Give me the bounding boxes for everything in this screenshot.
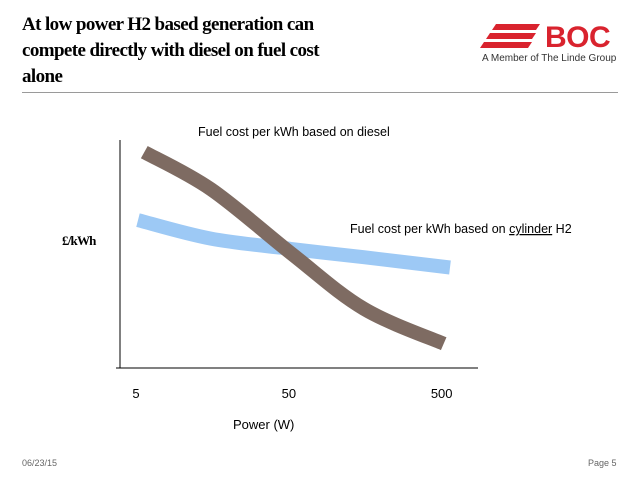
title-line-3: alone <box>22 66 63 87</box>
x-tick-label: 50 <box>282 386 296 401</box>
footer-date: 06/23/15 <box>22 458 58 468</box>
logo-subtitle: A Member of The Linde Group <box>482 53 617 64</box>
page-number: Page 5 <box>588 458 617 468</box>
series-label-diesel: Fuel cost per kWh based on diesel <box>198 125 390 139</box>
chart-axes <box>116 140 478 369</box>
slide-title: At low power H2 based generation can com… <box>22 12 442 90</box>
y-axis-label: £/kWh <box>62 233 97 248</box>
series-label-text: Fuel cost per kWh based on <box>350 222 509 236</box>
series-label-cylinder-h2: Fuel cost per kWh based on cylinder H2 <box>350 222 572 236</box>
title-line-1: At low power H2 based generation can <box>22 14 314 35</box>
series-label-underlined: cylinder <box>509 222 552 236</box>
x-axis-label: Power (W) <box>233 417 294 432</box>
title-line-2: compete directly with diesel on fuel cos… <box>22 40 320 61</box>
series-label-text: Fuel cost per kWh based on diesel <box>198 125 390 139</box>
series-layer <box>136 145 451 351</box>
tick-labels: 5 50 500 <box>132 386 452 401</box>
boc-logo-stripes-icon <box>480 24 540 48</box>
boc-logo-wordmark: BOC <box>545 21 611 54</box>
series-label-suffix: H2 <box>552 222 572 236</box>
title-divider <box>22 92 618 93</box>
x-tick-label: 5 <box>132 386 139 401</box>
series-line-diesel <box>140 145 447 351</box>
x-tick-label: 500 <box>431 386 453 401</box>
